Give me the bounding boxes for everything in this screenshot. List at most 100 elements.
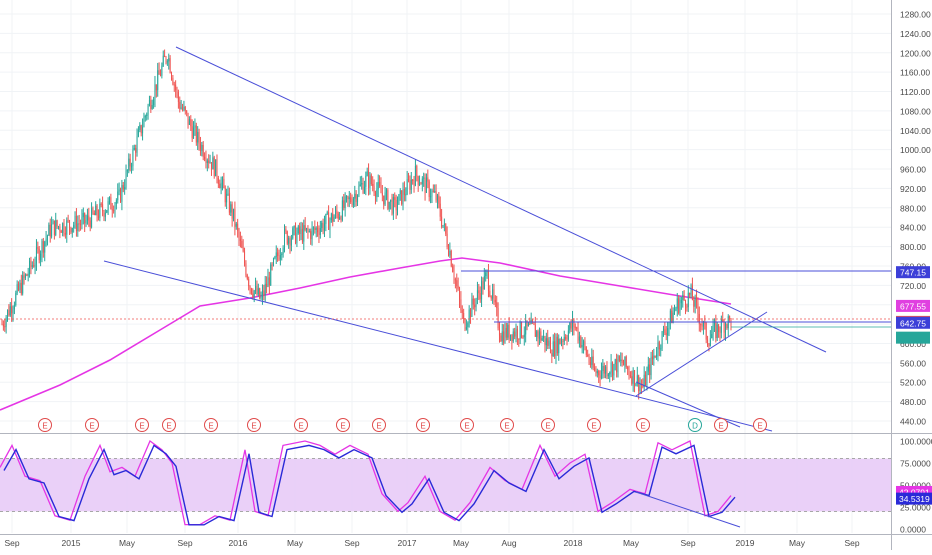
candle-body [111,209,113,211]
candle-body [526,320,528,327]
candle [369,172,371,195]
dividend-marker[interactable]: D [688,418,702,432]
time-tick-label: Aug [501,538,516,548]
candle [628,365,630,380]
candle [591,348,593,370]
earnings-marker[interactable]: E [135,418,149,432]
earnings-marker[interactable]: E [372,418,386,432]
candle [161,62,163,79]
candle [221,176,223,191]
earnings-marker[interactable]: E [85,418,99,432]
candle [504,322,506,344]
candle [328,205,330,231]
candle [698,306,700,332]
candle-body [102,204,104,212]
candle [672,307,674,324]
candle-body [92,207,94,214]
candle-body [86,215,88,221]
candle [625,355,627,369]
candle [144,114,146,122]
candle [566,334,568,346]
candle-body [629,375,631,377]
candle [7,309,9,322]
candle [424,173,426,201]
candle-body [168,58,170,62]
marker-circle [688,418,702,432]
candle-body [461,310,463,313]
earnings-marker[interactable]: E [416,418,430,432]
candle [16,280,18,296]
earnings-marker[interactable]: E [38,418,52,432]
earnings-marker[interactable]: E [460,418,474,432]
candle [686,303,688,312]
candle [413,175,415,193]
earnings-marker[interactable]: E [204,418,218,432]
candle [111,202,113,218]
earnings-marker[interactable]: E [294,418,308,432]
candle-body [430,196,432,198]
earnings-marker[interactable]: E [636,418,650,432]
candle [381,184,383,202]
candle-body [99,203,101,218]
candle [88,207,90,227]
earnings-marker[interactable]: E [587,418,601,432]
candle [485,269,487,282]
candle-body [253,290,255,297]
candle-body [162,55,164,66]
price-axis: 1280.00 1240.00 1200.00 1160.00 1120.00 1080.… [900,10,931,427]
candle-body [383,195,385,205]
candle [567,325,569,342]
candle [307,225,309,239]
time-tick-label: Sep [844,538,859,548]
candle-body [623,363,625,366]
candle [194,118,196,136]
candle-body [241,240,243,248]
candle [647,356,649,376]
candle-body [153,99,155,106]
earnings-marker[interactable]: E [336,418,350,432]
candle [727,314,729,337]
earnings-marker[interactable]: E [500,418,514,432]
candle [66,217,68,243]
earnings-marker[interactable]: E [162,418,176,432]
candle [231,201,233,227]
candle [348,190,350,208]
candle-body [34,263,36,267]
candle-body [62,223,64,233]
candle-body [199,143,201,151]
candle [154,75,156,108]
stochastic-value-tag: 34.5319 [896,492,932,505]
candle-body [470,309,472,317]
candle-body [4,326,6,328]
candle-body [30,260,32,267]
candle [321,220,323,232]
candle-body [492,289,494,299]
candle-body [373,185,375,193]
candle [548,336,550,349]
candle-body [182,107,184,110]
earnings-marker[interactable]: E [753,418,767,432]
candle-body [148,100,150,106]
candle [620,352,622,367]
candle [118,182,120,196]
candle [689,292,691,299]
candle [715,314,717,343]
earnings-marker[interactable]: E [247,418,261,432]
candle [275,245,277,264]
candle-body [252,293,254,297]
candle-body [173,84,175,86]
earnings-marker[interactable]: E [714,418,728,432]
candle-body [369,175,371,188]
candle-body [447,246,449,256]
candle-body [646,371,648,386]
candle [288,235,290,249]
candle [552,334,554,357]
candle [81,209,83,230]
earnings-marker[interactable]: E [541,418,555,432]
candle-body [693,300,695,307]
candle-body [647,364,649,372]
price-tick-label: 1080.00 [900,106,931,116]
time-tick-label: Sep [680,538,695,548]
candle-body [584,341,586,348]
candle-body [485,272,487,276]
